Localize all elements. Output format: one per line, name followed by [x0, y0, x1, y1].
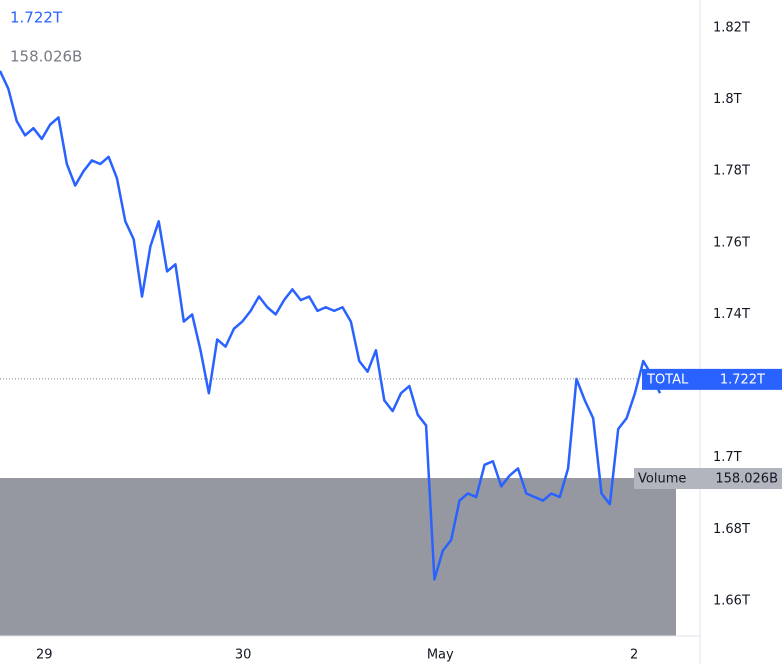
y-tick-label: 1.78T: [713, 164, 750, 179]
x-tick-label: May: [427, 648, 454, 663]
price-line: [0, 70, 662, 581]
price-tag: [642, 368, 782, 390]
y-tick-label: 1.82T: [713, 20, 750, 35]
price-tag-name: TOTAL: [646, 372, 689, 387]
volume-tag-value: 158.026B: [715, 472, 778, 487]
y-tick-label: 1.7T: [713, 450, 742, 465]
legend-price: 1.722T: [10, 9, 63, 27]
legend-volume: 158.026B: [10, 48, 82, 66]
y-tick-label: 1.68T: [713, 522, 750, 537]
volume-tag: [634, 468, 782, 489]
x-tick-label: 30: [235, 648, 252, 663]
x-tick-label: 2: [630, 648, 638, 663]
y-tick-label: 1.74T: [713, 307, 750, 322]
y-tick-label: 1.8T: [713, 92, 742, 107]
volume-pane: [0, 478, 676, 636]
price-tag-value: 1.722T: [720, 372, 765, 387]
volume-tag-name: Volume: [638, 472, 686, 487]
x-tick-label: 29: [36, 648, 53, 663]
y-tick-label: 1.66T: [713, 593, 750, 608]
y-tick-label: 1.76T: [713, 235, 750, 250]
